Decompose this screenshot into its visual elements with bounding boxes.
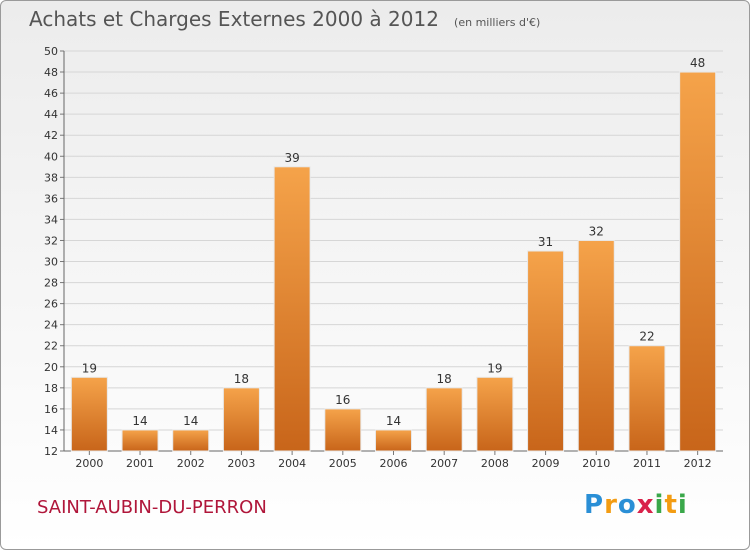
bar-value-label: 48: [690, 56, 705, 70]
x-tick-label: 2010: [582, 457, 610, 470]
logo-letter: x: [636, 490, 655, 520]
bar: [70, 376, 108, 452]
x-tick-label: 2007: [430, 457, 458, 470]
bar: [577, 239, 615, 452]
bar-value-label: 19: [487, 361, 502, 375]
x-tick-label: 2003: [227, 457, 255, 470]
y-tick-label: 28: [44, 277, 58, 290]
x-tick-label: 2006: [380, 457, 408, 470]
x-tick-label: 2002: [177, 457, 205, 470]
bar-value-label: 32: [589, 224, 604, 238]
x-tick-label: 2012: [684, 457, 712, 470]
bar-value-label: 39: [284, 151, 299, 165]
y-tick-label: 42: [44, 129, 58, 142]
logo-letter: r: [604, 490, 618, 520]
bar: [375, 429, 412, 452]
logo-letter: i: [677, 490, 688, 520]
x-tick-label: 2011: [633, 457, 661, 470]
x-tick-label: 2009: [532, 457, 560, 470]
bar: [222, 387, 260, 452]
bar-value-label: 18: [234, 372, 249, 386]
bar: [273, 166, 311, 452]
x-tick-label: 2005: [329, 457, 357, 470]
y-tick-label: 34: [44, 213, 58, 226]
bar: [679, 71, 717, 452]
y-tick-label: 44: [44, 108, 58, 121]
y-tick-label: 38: [44, 171, 58, 184]
y-tick-label: 26: [44, 298, 58, 311]
bar: [476, 376, 514, 452]
logo-letter: i: [654, 490, 665, 520]
bar: [324, 408, 362, 452]
bar: [628, 345, 666, 452]
bar: [425, 387, 463, 452]
y-tick-label: 32: [44, 234, 58, 247]
logo-letter: t: [664, 490, 678, 520]
y-tick-label: 48: [44, 66, 58, 79]
x-tick-label: 2000: [75, 457, 103, 470]
bar-value-label: 14: [183, 414, 198, 428]
bar-value-label: 16: [335, 393, 350, 407]
bar-value-label: 14: [386, 414, 401, 428]
y-tick-label: 22: [44, 340, 58, 353]
y-tick-label: 40: [44, 150, 58, 163]
commune-name: SAINT-AUBIN-DU-PERRON: [37, 497, 267, 518]
y-tick-label: 36: [44, 192, 58, 205]
proxiti-logo: Proxiti: [584, 490, 688, 520]
y-tick-label: 20: [44, 361, 58, 374]
y-tick-label: 24: [44, 319, 58, 332]
y-tick-label: 30: [44, 256, 58, 269]
logo-letter: o: [617, 490, 637, 520]
bar: [172, 429, 210, 452]
y-tick-label: 46: [44, 87, 58, 100]
x-tick-label: 2008: [481, 457, 509, 470]
logo-letter: P: [584, 490, 605, 520]
bar-value-label: 31: [538, 235, 553, 249]
bar-value-label: 22: [639, 330, 654, 344]
y-tick-label: 14: [44, 424, 58, 437]
bar-value-label: 19: [82, 361, 97, 375]
bar: [527, 250, 565, 452]
y-tick-label: 12: [44, 445, 58, 458]
y-tick-label: 16: [44, 403, 58, 416]
chart-title-text: Achats et Charges Externes 2000 à 2012: [29, 7, 439, 31]
chart-title: Achats et Charges Externes 2000 à 2012 (…: [29, 7, 540, 31]
bar-value-label: 14: [132, 414, 147, 428]
x-tick-label: 2001: [126, 457, 154, 470]
x-tick-label: 2004: [278, 457, 306, 470]
y-tick-label: 50: [44, 45, 58, 58]
chart-unit: (en milliers d'€): [454, 16, 541, 29]
bar-value-label: 18: [437, 372, 452, 386]
y-tick-label: 18: [44, 382, 58, 395]
bar: [121, 429, 159, 452]
